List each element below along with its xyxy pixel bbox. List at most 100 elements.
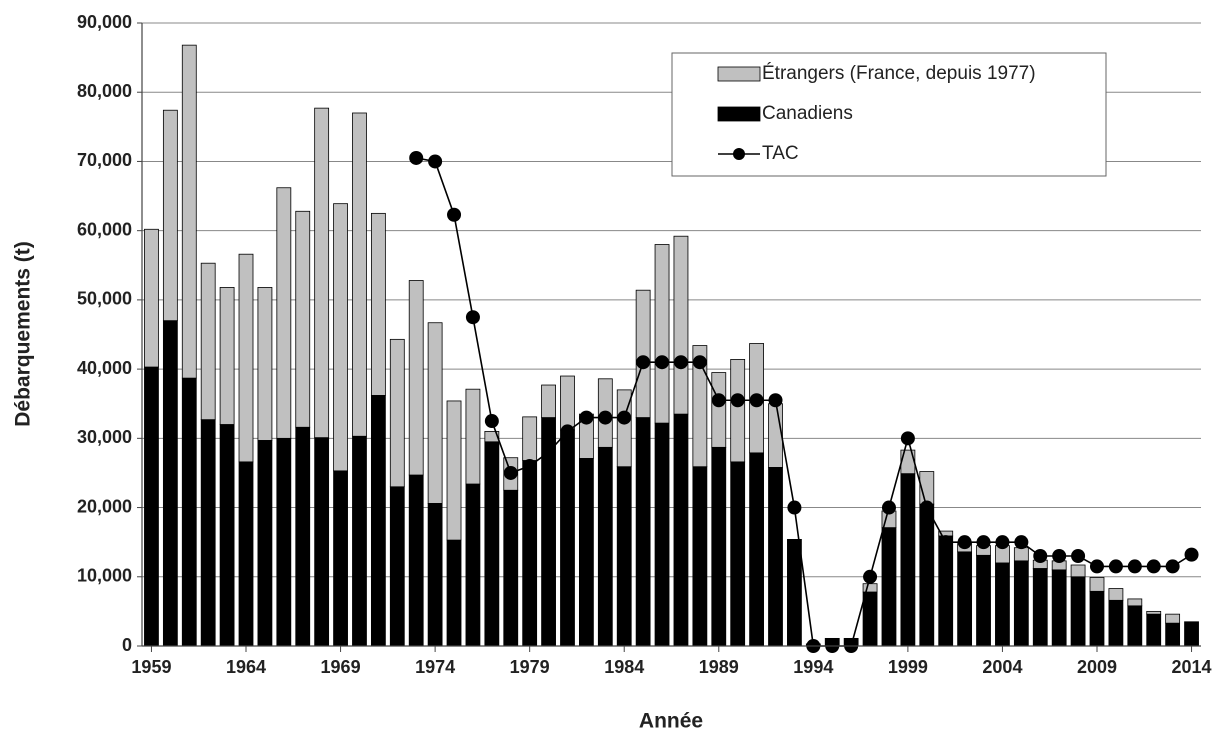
bar bbox=[408, 280, 424, 476]
bar bbox=[446, 400, 462, 541]
bar bbox=[522, 460, 538, 647]
tac-point bbox=[409, 150, 424, 165]
bar bbox=[730, 461, 746, 647]
bar bbox=[919, 503, 935, 647]
bar bbox=[522, 416, 538, 461]
bar bbox=[1108, 599, 1124, 647]
bar bbox=[768, 467, 783, 647]
bar bbox=[465, 483, 481, 647]
bar bbox=[654, 244, 670, 424]
bar bbox=[465, 388, 481, 485]
tac-point bbox=[673, 355, 688, 370]
tac-point bbox=[787, 500, 802, 515]
tac-point bbox=[995, 535, 1010, 550]
tac-point bbox=[465, 310, 480, 325]
legend-swatch bbox=[717, 106, 761, 122]
tac-point bbox=[730, 393, 745, 408]
bar bbox=[200, 419, 216, 647]
bar bbox=[730, 359, 746, 463]
bar bbox=[1146, 613, 1162, 647]
tac-point bbox=[900, 431, 915, 446]
x-tick-label: 1994 bbox=[793, 657, 833, 677]
bar bbox=[389, 486, 405, 647]
bar bbox=[1146, 610, 1162, 615]
legend-label: Étrangers (France, depuis 1977) bbox=[762, 63, 1036, 84]
tac-point bbox=[522, 459, 537, 474]
bar bbox=[995, 562, 1010, 647]
tac-point bbox=[863, 569, 878, 584]
y-axis-title: Débarquements (t) bbox=[12, 241, 35, 427]
bar bbox=[484, 431, 500, 443]
bar bbox=[597, 446, 613, 647]
tac-point bbox=[447, 207, 462, 222]
tac-point bbox=[1165, 559, 1180, 574]
bar bbox=[1070, 564, 1086, 578]
bar bbox=[749, 452, 764, 647]
bar bbox=[314, 437, 330, 647]
bar bbox=[503, 489, 519, 647]
bar bbox=[238, 253, 254, 463]
bar bbox=[1013, 547, 1029, 562]
tac-point bbox=[938, 535, 953, 550]
tac-point bbox=[1071, 549, 1086, 564]
tac-point bbox=[1033, 549, 1048, 564]
bar bbox=[957, 551, 973, 647]
bar bbox=[427, 322, 443, 504]
bar bbox=[144, 228, 159, 368]
legend-swatch bbox=[717, 66, 761, 82]
bar bbox=[370, 212, 386, 396]
tac-point bbox=[768, 393, 783, 408]
bar bbox=[484, 441, 500, 647]
bar bbox=[162, 320, 178, 647]
bar bbox=[673, 235, 689, 415]
bar bbox=[200, 262, 216, 421]
bar bbox=[1127, 598, 1143, 607]
x-tick-label: 1989 bbox=[699, 657, 739, 677]
bar bbox=[144, 366, 159, 647]
bar bbox=[1032, 568, 1048, 647]
bar bbox=[938, 535, 954, 647]
tac-point bbox=[976, 535, 991, 550]
bar bbox=[352, 112, 367, 437]
bar bbox=[673, 413, 689, 647]
bar bbox=[711, 446, 727, 647]
bar bbox=[616, 466, 632, 647]
bar bbox=[654, 422, 670, 647]
bar bbox=[295, 210, 311, 428]
bar bbox=[162, 109, 178, 322]
bar bbox=[257, 440, 273, 647]
y-tick-label: 80,000 bbox=[77, 81, 132, 101]
bar bbox=[1070, 576, 1086, 647]
bar bbox=[768, 403, 783, 468]
bar bbox=[389, 338, 405, 488]
tac-point bbox=[1146, 559, 1161, 574]
bar bbox=[711, 372, 727, 448]
tac-point bbox=[749, 393, 764, 408]
x-tick-label: 2014 bbox=[1172, 657, 1212, 677]
bar bbox=[295, 426, 311, 647]
bar bbox=[862, 591, 878, 647]
tac-point bbox=[636, 355, 651, 370]
bar bbox=[1051, 569, 1067, 647]
tac-point bbox=[560, 424, 575, 439]
bar bbox=[900, 473, 916, 647]
tac-point bbox=[1052, 549, 1067, 564]
bar bbox=[635, 417, 651, 647]
bar bbox=[181, 377, 197, 647]
tac-point bbox=[1184, 547, 1199, 562]
bar bbox=[1089, 590, 1105, 647]
bar bbox=[276, 437, 292, 647]
x-tick-label: 2009 bbox=[1077, 657, 1117, 677]
y-tick-label: 40,000 bbox=[77, 358, 132, 378]
y-tick-label: 60,000 bbox=[77, 219, 132, 239]
tac-point bbox=[1014, 535, 1029, 550]
bar bbox=[692, 466, 708, 647]
bar bbox=[408, 474, 424, 647]
y-tick-label: 90,000 bbox=[77, 12, 132, 32]
bar bbox=[1165, 622, 1181, 647]
bar bbox=[446, 539, 462, 647]
tac-point bbox=[1089, 559, 1104, 574]
tac-point bbox=[598, 410, 613, 425]
tac-point bbox=[1127, 559, 1142, 574]
